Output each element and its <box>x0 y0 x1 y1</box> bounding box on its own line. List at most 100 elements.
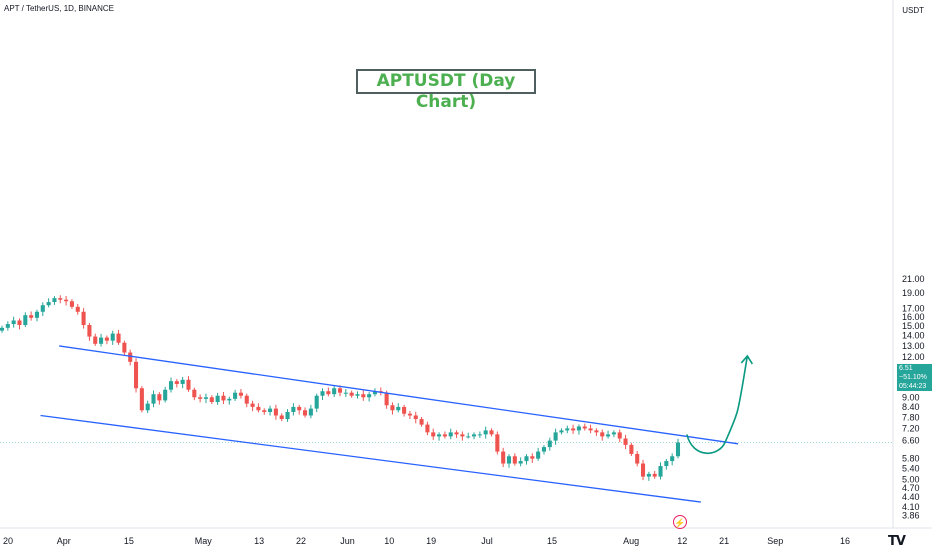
candle-body <box>483 430 488 435</box>
candle-body <box>576 426 581 431</box>
candle-body <box>396 406 401 411</box>
candle-body <box>547 440 552 448</box>
x-tick-label: 16 <box>840 536 850 546</box>
y-tick-label: 17.00 <box>902 303 925 313</box>
bar-countdown: 05:44:23 <box>899 383 927 390</box>
candle-body <box>407 413 412 416</box>
candle-body <box>104 337 109 341</box>
candle-body <box>413 415 418 420</box>
candle-body <box>664 461 669 467</box>
candle-body <box>186 379 191 390</box>
candle-body <box>460 434 465 437</box>
candle-body <box>623 438 628 445</box>
candle-body <box>536 451 541 459</box>
y-tick-label: 13.00 <box>902 341 925 351</box>
candle-body <box>553 432 558 441</box>
candle-body <box>658 466 663 477</box>
candle-body <box>163 389 168 401</box>
projection-curve <box>686 355 749 455</box>
candle-body <box>180 379 185 384</box>
y-tick-label: 7.20 <box>902 423 920 433</box>
y-tick-label: 5.80 <box>902 454 920 464</box>
candle-body <box>530 456 535 459</box>
y-tick-label: 5.00 <box>902 474 920 484</box>
candle-body <box>606 434 611 437</box>
candle-body <box>233 392 238 399</box>
candle-body <box>588 428 593 431</box>
candle-body <box>337 388 343 393</box>
candle-body <box>58 298 63 300</box>
candle-body <box>390 405 395 411</box>
candle-body <box>52 298 57 303</box>
candle-body <box>87 325 92 337</box>
candle-body <box>308 408 313 416</box>
candle-body <box>279 415 284 420</box>
symbol-header: APT / TetherUS, 1D, BINANCE <box>4 4 114 13</box>
x-tick-label: 15 <box>547 536 557 546</box>
candle-body <box>221 395 226 401</box>
candle-body <box>571 428 576 431</box>
candle-body <box>81 311 86 326</box>
candle-body <box>652 473 657 477</box>
price-change: −51.10% <box>899 374 927 381</box>
candle-body <box>495 434 500 452</box>
x-tick-label: 20 <box>3 536 13 546</box>
current-price-tag: 6.51 −51.10% 05:44:23 <box>897 364 932 391</box>
candle-body <box>5 324 10 328</box>
candle-body <box>133 361 139 389</box>
x-tick-label: 13 <box>254 536 264 546</box>
candle-body <box>314 395 319 409</box>
candle-body <box>23 315 28 326</box>
candle-body <box>419 419 424 425</box>
candle-body <box>46 302 51 306</box>
candle-body <box>291 406 296 412</box>
y-tick-label: 4.10 <box>902 502 920 512</box>
candle-body <box>285 411 290 420</box>
candle-body <box>343 392 348 394</box>
candle-body <box>477 434 482 436</box>
candle-body <box>611 432 616 435</box>
candle-body <box>34 311 40 318</box>
candle-body <box>244 395 249 404</box>
x-tick-label: Jun <box>340 536 355 546</box>
candle-body <box>110 333 115 341</box>
candle-body <box>250 403 255 407</box>
candle-body <box>442 434 447 437</box>
candle-body <box>670 456 675 462</box>
x-tick-label: 15 <box>124 536 134 546</box>
candle-body <box>75 306 80 312</box>
candle-body <box>209 397 214 403</box>
candle-body <box>635 453 640 464</box>
candle-body <box>128 352 133 362</box>
candle-body <box>617 432 622 439</box>
candle-body <box>151 394 156 404</box>
candle-body <box>384 392 389 406</box>
candle-body <box>17 320 22 326</box>
lightning-icon[interactable]: ⚡ <box>673 515 687 529</box>
candle-body <box>425 424 430 433</box>
x-tick-label: Sep <box>767 536 783 546</box>
candle-body <box>675 442 681 457</box>
x-tick-label: 19 <box>426 536 436 546</box>
candle-body <box>629 444 634 454</box>
candle-body <box>227 398 232 401</box>
channel-line-lower <box>40 414 701 503</box>
candle-body <box>262 410 267 412</box>
x-tick-label: 21 <box>719 536 729 546</box>
y-tick-label: 15.00 <box>902 321 925 331</box>
y-tick-label: 5.40 <box>902 464 920 474</box>
candle-body <box>174 381 179 384</box>
x-tick-label: 10 <box>384 536 394 546</box>
candle-body <box>273 408 278 416</box>
candle-body <box>268 408 273 412</box>
candle-body <box>448 432 453 437</box>
y-tick-label: 4.70 <box>902 483 920 493</box>
x-tick-label: Jul <box>481 536 493 546</box>
chart-title: APTUSDT (Day Chart) <box>356 69 536 112</box>
currency-label: USDT <box>902 6 924 15</box>
candle-body <box>559 430 564 433</box>
candle-body <box>11 320 16 325</box>
candle-body <box>69 301 74 307</box>
candle-body <box>64 299 69 302</box>
